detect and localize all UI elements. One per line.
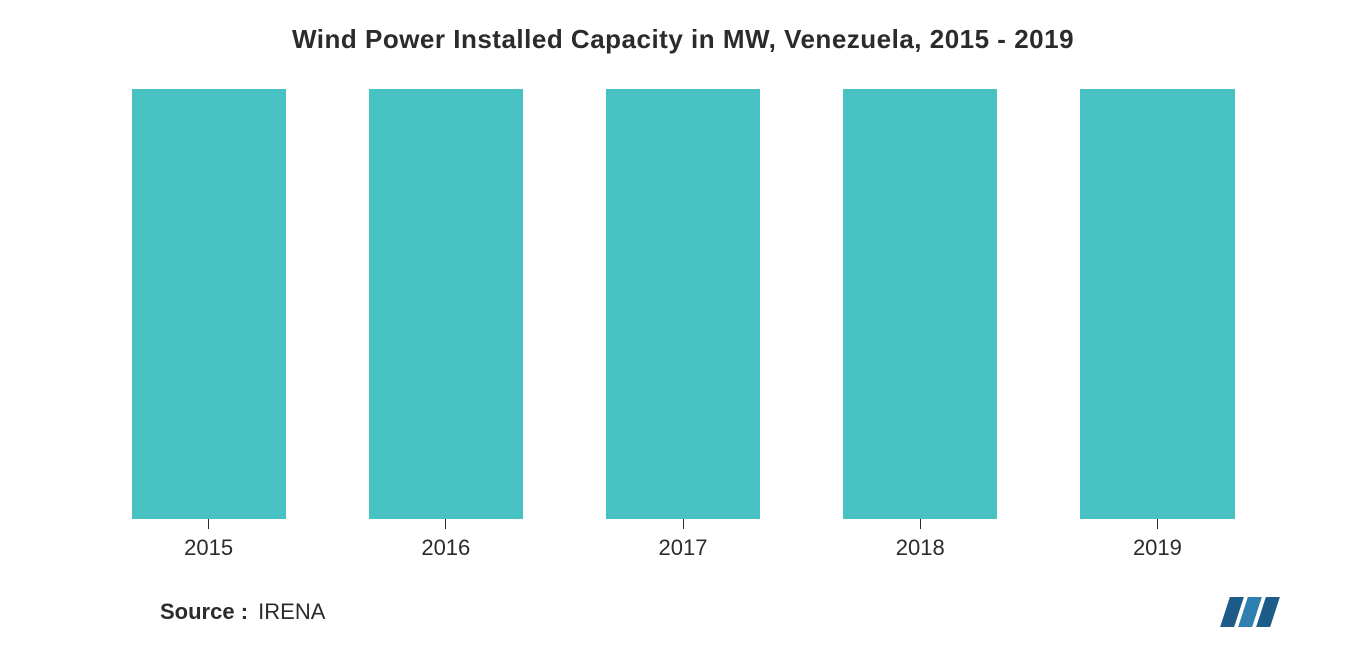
chart-footer: Source : IRENA: [50, 597, 1316, 627]
x-tick: [208, 519, 209, 529]
bar: [369, 89, 523, 519]
x-tick: [683, 519, 684, 529]
x-axis-label: 2016: [421, 535, 470, 561]
source-value: IRENA: [258, 599, 325, 624]
x-tick: [920, 519, 921, 529]
bar-slot: 2016: [327, 89, 564, 579]
x-axis-label: 2019: [1133, 535, 1182, 561]
x-tick: [445, 519, 446, 529]
bar-slot: 2015: [90, 89, 327, 579]
bar: [1080, 89, 1234, 519]
bar: [606, 89, 760, 519]
chart-title: Wind Power Installed Capacity in MW, Ven…: [50, 24, 1316, 55]
source-text: Source : IRENA: [160, 599, 325, 625]
brand-logo-icon: [1224, 597, 1276, 627]
source-label: Source :: [160, 599, 248, 624]
x-axis-label: 2015: [184, 535, 233, 561]
bar-slot: 2019: [1039, 89, 1276, 579]
bar-slot: 2018: [802, 89, 1039, 579]
x-axis-label: 2018: [896, 535, 945, 561]
chart-container: Wind Power Installed Capacity in MW, Ven…: [0, 0, 1366, 655]
x-tick: [1157, 519, 1158, 529]
plot-area: 2015 2016 2017 2018 2019: [50, 89, 1316, 579]
bar: [132, 89, 286, 519]
bar-slot: 2017: [564, 89, 801, 579]
bar: [843, 89, 997, 519]
x-axis-label: 2017: [659, 535, 708, 561]
